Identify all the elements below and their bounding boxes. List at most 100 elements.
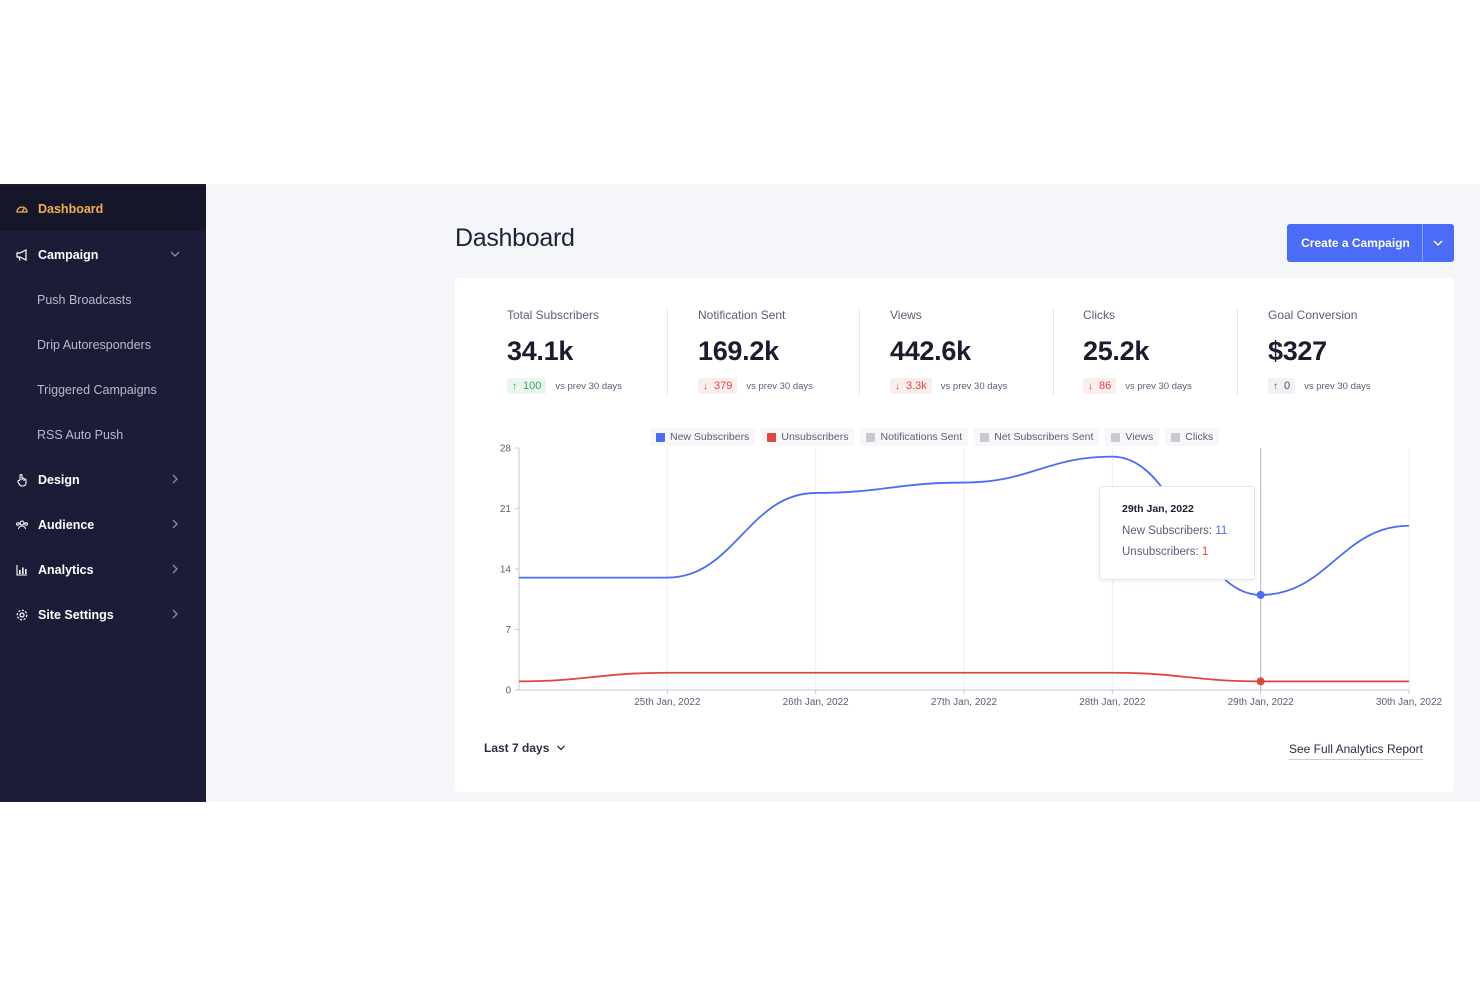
arrow-up-icon: ↑ — [1273, 380, 1278, 392]
sidebar-item-dashboard[interactable]: Dashboard — [0, 186, 206, 231]
y-tick-label: 21 — [500, 504, 512, 515]
sidebar-item-label: Drip Autoresponders — [37, 337, 151, 352]
legend-item-notifications-sent[interactable]: Notifications Sent — [860, 428, 969, 446]
gear-icon — [14, 607, 30, 623]
app-shell: Dashboard Campaign Push Broadcasts Drip … — [0, 184, 1480, 802]
legend-swatch — [1111, 432, 1121, 442]
date-range-dropdown[interactable]: Last 7 days — [484, 741, 567, 755]
hand-pointer-icon — [14, 472, 30, 488]
stat-clicks: Clicks 25.2k ↓ 86 vs prev 30 days — [1083, 308, 1192, 398]
legend-swatch — [767, 432, 777, 442]
legend-label: Net Subscribers Sent — [994, 431, 1094, 443]
compare-text: vs prev 30 days — [746, 380, 813, 392]
legend-swatch — [866, 432, 876, 442]
highlight-point-unsubscribers — [1256, 677, 1265, 686]
sidebar-item-analytics[interactable]: Analytics — [0, 547, 206, 592]
create-campaign-label: Create a Campaign — [1301, 236, 1410, 250]
stat-delta: ↓ 3.3k vs prev 30 days — [890, 378, 1007, 394]
delta-value: 3.3k — [906, 380, 927, 392]
chevron-right-icon — [172, 474, 178, 484]
delta-value: 100 — [523, 380, 542, 392]
chevron-down-icon[interactable] — [1431, 236, 1445, 250]
tooltip-title: 29th Jan, 2022 — [1122, 503, 1194, 515]
sidebar-item-site-settings[interactable]: Site Settings — [0, 592, 206, 637]
sidebar-item-design[interactable]: Design — [0, 457, 206, 502]
delta-value: 86 — [1099, 380, 1112, 392]
stat-value: $327 — [1268, 336, 1327, 366]
legend-item-views[interactable]: Views — [1105, 428, 1160, 446]
y-tick-label: 14 — [500, 565, 512, 576]
y-tick-label: 7 — [505, 625, 511, 636]
stat-label: Goal Conversion — [1268, 308, 1358, 322]
stat-delta: ↓ 379 vs prev 30 days — [698, 378, 813, 394]
legend-swatch — [1171, 432, 1181, 442]
full-analytics-report-link[interactable]: See Full Analytics Report — [1288, 742, 1423, 760]
stat-delta: ↓ 86 vs prev 30 days — [1083, 378, 1192, 394]
divider — [1237, 308, 1238, 396]
sidebar-item-label: Campaign — [38, 247, 99, 262]
legend-swatch — [980, 432, 990, 442]
sidebar-item-audience[interactable]: Audience — [0, 502, 206, 547]
legend-item-clicks[interactable]: Clicks — [1165, 428, 1220, 446]
page-title: Dashboard — [455, 224, 575, 252]
stat-views: Views 442.6k ↓ 3.3k vs prev 30 days — [890, 308, 1007, 398]
create-campaign-button[interactable]: Create a Campaign — [1287, 224, 1454, 262]
legend-label: Notifications Sent — [880, 431, 963, 443]
stat-goal-conversion: Goal Conversion $327 ↑ 0 vs prev 30 days — [1268, 308, 1371, 398]
tooltip-row-unsubscribers: Unsubscribers: 1 — [1122, 546, 1254, 558]
legend-item-new-subscribers[interactable]: New Subscribers — [650, 428, 756, 446]
legend-swatch — [656, 432, 665, 442]
stat-label: Total Subscribers — [507, 308, 600, 322]
x-tick-label: 28th Jan, 2022 — [1079, 697, 1146, 708]
x-tick-label: 25th Jan, 2022 — [634, 697, 701, 708]
arrow-up-icon: ↑ — [512, 380, 517, 392]
divider — [667, 308, 668, 396]
compare-text: vs prev 30 days — [940, 380, 1008, 392]
delta-badge: ↓ 379 — [698, 378, 738, 394]
dashboard-icon — [14, 201, 30, 217]
highlight-point-new-subscribers — [1256, 590, 1265, 599]
sidebar-item-drip-autoresponders[interactable]: Drip Autoresponders — [0, 322, 206, 367]
legend-item-net-subscribers-sent[interactable]: Net Subscribers Sent — [974, 428, 1100, 446]
divider — [1053, 308, 1054, 396]
stat-value: 34.1k — [507, 336, 574, 366]
y-tick-label: 28 — [500, 444, 512, 455]
chart-tooltip: 29th Jan, 2022 New Subscribers: 11 Unsub… — [1099, 486, 1255, 580]
bar-chart-icon — [14, 562, 30, 578]
chevron-down-icon — [170, 251, 180, 257]
delta-badge: ↓ 3.3k — [890, 378, 932, 394]
x-tick-label: 30th Jan, 2022 — [1376, 697, 1443, 708]
compare-text: vs prev 30 days — [1304, 380, 1371, 392]
stat-delta: ↑ 100 vs prev 30 days — [507, 378, 622, 394]
delta-value: 0 — [1284, 380, 1291, 392]
line-chart[interactable]: 25th Jan, 2022 26th Jan, 2022 27th Jan, 20… — [455, 438, 1454, 718]
sidebar-item-triggered-campaigns[interactable]: Triggered Campaigns — [0, 367, 206, 412]
chevron-right-icon — [172, 609, 178, 619]
stat-notification-sent: Notification Sent 169.2k ↓ 379 vs prev 30… — [698, 308, 813, 398]
chevron-down-icon — [557, 745, 566, 751]
sidebar-item-label: Dashboard — [38, 201, 104, 216]
sidebar-item-push-broadcasts[interactable]: Push Broadcasts — [0, 277, 206, 322]
button-divider — [1422, 224, 1423, 262]
legend-label: Views — [1125, 431, 1154, 443]
tooltip-value: 1 — [1201, 546, 1209, 558]
tooltip-row-new-subscribers: New Subscribers: 11 — [1122, 525, 1254, 537]
legend-label: New Subscribers — [670, 431, 750, 443]
x-tick-label: 29th Jan, 2022 — [1228, 697, 1295, 708]
y-tick-label: 0 — [505, 686, 511, 697]
sidebar-item-rss-auto-push[interactable]: RSS Auto Push — [0, 412, 206, 457]
stat-label: Views — [890, 308, 922, 322]
stat-value: 25.2k — [1083, 336, 1150, 366]
legend-label: Clicks — [1185, 431, 1214, 443]
sidebar-item-campaign[interactable]: Campaign — [0, 232, 206, 277]
sidebar-item-label: Site Settings — [38, 607, 114, 622]
compare-text: vs prev 30 days — [555, 380, 622, 392]
stat-delta: ↑ 0 vs prev 30 days — [1268, 378, 1371, 394]
sidebar-item-label: RSS Auto Push — [37, 427, 124, 442]
legend-item-unsubscribers[interactable]: Unsubscribers — [761, 428, 855, 446]
tooltip-value: 11 — [1215, 525, 1228, 537]
delta-value: 379 — [714, 380, 733, 392]
sidebar-item-label: Triggered Campaigns — [37, 382, 157, 397]
stat-total-subscribers: Total Subscribers 34.1k ↑ 100 vs prev 30 … — [507, 308, 622, 398]
tooltip-label: New Subscribers: — [1122, 525, 1213, 537]
